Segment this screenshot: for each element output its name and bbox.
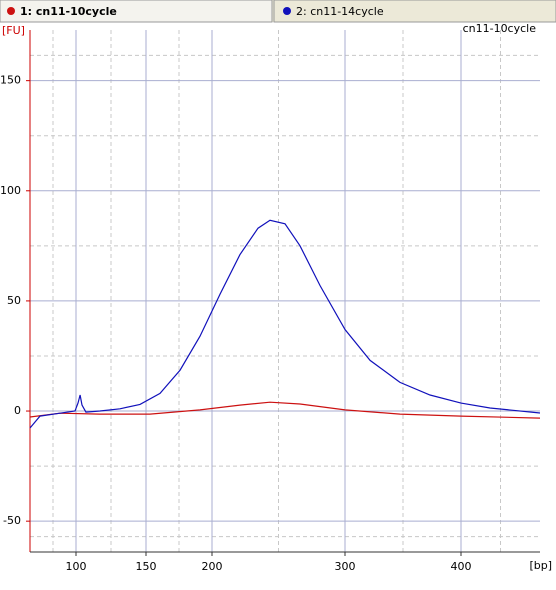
x-tick-label: 400: [451, 560, 472, 573]
y-axis-label: [FU]: [2, 24, 25, 37]
legend-label: 2: cn11-14cycle: [296, 5, 384, 18]
x-tick-label: 300: [335, 560, 356, 573]
x-tick-label: 150: [136, 560, 157, 573]
y-tick-label: 50: [7, 294, 21, 307]
x-tick-label: 200: [202, 560, 223, 573]
data-line: [29, 219, 541, 429]
tab[interactable]: [273, 0, 556, 23]
legend-marker: [283, 7, 291, 15]
y-tick-label: 150: [0, 74, 21, 87]
data-line: [29, 401, 541, 419]
x-axis-label: [bp]: [529, 559, 552, 572]
legend-label: 1: cn11-10cycle: [20, 5, 117, 18]
legend-marker: [7, 7, 15, 15]
x-tick-label: 100: [66, 560, 87, 573]
tab[interactable]: [0, 0, 273, 23]
y-tick-label: 0: [14, 404, 21, 417]
chart-title: cn11-10cycle: [463, 22, 537, 35]
legend: 1: cn11-10cycle 2: cn11-14cycle: [7, 5, 384, 18]
plot-area: [30, 30, 540, 552]
y-tick-label: -50: [3, 514, 21, 527]
y-tick-label: 100: [0, 184, 21, 197]
